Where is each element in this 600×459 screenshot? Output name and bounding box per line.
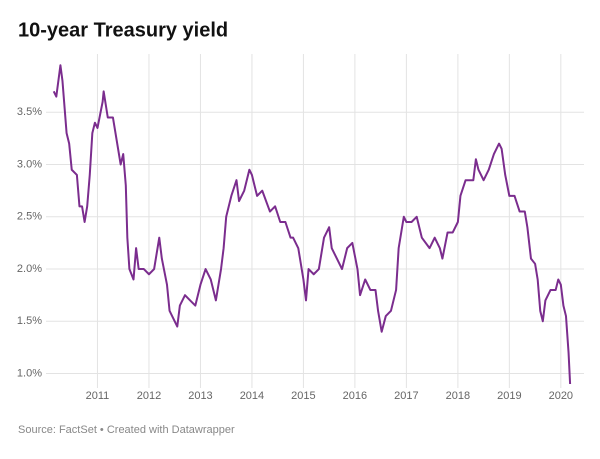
x-tick-label: 2019 [497,390,521,402]
x-tick-label: 2015 [291,390,315,402]
x-tick-label: 2013 [188,390,212,402]
y-tick-label: 2.5% [17,211,42,223]
source-note: Source: FactSet • Created with Datawrapp… [18,424,235,436]
y-tick-label: 1.0% [17,367,42,379]
x-tick-label: 2014 [240,390,264,402]
y-tick-label: 3.0% [17,158,42,170]
x-tick-label: 2011 [86,390,110,402]
y-tick-label: 2.0% [17,263,42,275]
x-tick-label: 2016 [343,390,367,402]
y-tick-label: 1.5% [17,315,42,327]
x-tick-label: 2020 [549,390,573,402]
x-tick-label: 2018 [446,390,470,402]
line-series [52,64,572,385]
x-tick-label: 2017 [394,390,418,402]
chart-title: 10-year Treasury yield [18,19,228,41]
x-tick-label: 2012 [137,390,161,402]
y-tick-label: 3.5% [17,106,42,118]
